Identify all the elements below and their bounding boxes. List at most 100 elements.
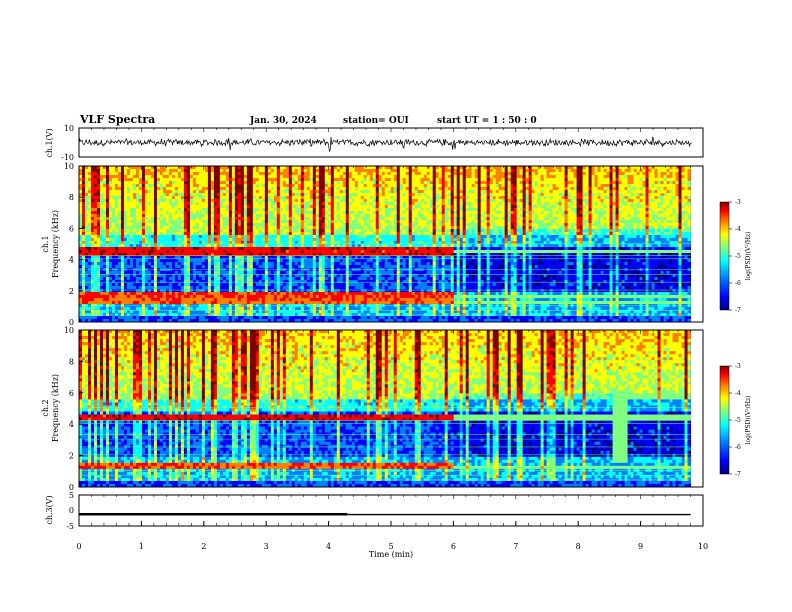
spectrogram-cell (637, 178, 640, 181)
spectrogram-cell (193, 181, 196, 184)
spectrogram-cell (442, 178, 445, 181)
spectrogram-cell (295, 184, 298, 187)
spectrogram-cell (157, 178, 160, 181)
spectrogram-cell (574, 166, 577, 169)
spectrogram-cell (298, 184, 301, 187)
spectrogram-cell (523, 181, 526, 184)
spectrogram-cell (217, 166, 220, 169)
spectrogram-cell (475, 181, 478, 184)
spectrogram-cell (172, 181, 175, 184)
spectrogram-cell (304, 172, 307, 175)
spectrogram-cell (454, 166, 457, 169)
spectrogram-cell (310, 178, 313, 181)
spectrogram-cell (214, 181, 217, 184)
spectrogram-cell (313, 181, 316, 184)
spectrogram-cell (199, 178, 202, 181)
spectrogram-cell (115, 178, 118, 181)
spectrogram-cell (475, 172, 478, 175)
spectrogram-cell (592, 187, 595, 190)
spectrogram-cell (550, 178, 553, 181)
spectrogram-cell (97, 172, 100, 175)
spectrogram-cell (466, 184, 469, 187)
spectrogram-cell (298, 166, 301, 169)
spectrogram-cell (409, 175, 412, 178)
spectrogram-cell (649, 169, 652, 172)
spectrogram-cell (124, 172, 127, 175)
spectrogram-cell (637, 187, 640, 190)
spectrogram-cell (544, 187, 547, 190)
spectrogram-cell (559, 175, 562, 178)
spectrogram-cell (202, 175, 205, 178)
spectrogram-cell (142, 184, 145, 187)
spectrogram-cell (232, 172, 235, 175)
spectrogram-cell (397, 172, 400, 175)
spectrogram-cell (283, 181, 286, 184)
spectrogram-cell (133, 187, 136, 190)
spectrogram-cell (532, 175, 535, 178)
spectrogram-cell (469, 175, 472, 178)
spectrogram-cell (670, 169, 673, 172)
spectrogram-cell (250, 172, 253, 175)
spectrogram-cell (649, 175, 652, 178)
spectrogram-cell (448, 169, 451, 172)
spectrogram-cell (592, 166, 595, 169)
spectrogram-cell (592, 172, 595, 175)
spectrogram-cell (271, 178, 274, 181)
spectrogram-cell (151, 175, 154, 178)
spectrogram-cell (343, 172, 346, 175)
spectrogram-cell (247, 181, 250, 184)
spectrogram-cell (100, 187, 103, 190)
spectrogram-cell (253, 184, 256, 187)
spectrogram-cell (220, 178, 223, 181)
spectrogram-cell (190, 178, 193, 181)
spectrogram-cell (574, 175, 577, 178)
spectrogram-cell (598, 172, 601, 175)
spectrogram-cell (172, 175, 175, 178)
spectrogram-cell (472, 184, 475, 187)
spectrogram-cell (139, 166, 142, 169)
spectrogram-cell (355, 166, 358, 169)
spectrogram-cell (178, 184, 181, 187)
spectrogram-cell (427, 178, 430, 181)
spectrogram-cell (658, 175, 661, 178)
spectrogram-cell (328, 172, 331, 175)
spectrogram-cell (277, 184, 280, 187)
spectrogram-cell (409, 187, 412, 190)
spectrogram-cell (136, 175, 139, 178)
spectrogram-cell (370, 172, 373, 175)
spectrogram-cell (661, 181, 664, 184)
spectrogram-cell (688, 175, 691, 178)
spectrogram-cell (400, 184, 403, 187)
spectrogram-cell (127, 169, 130, 172)
spectrogram-cell (376, 175, 379, 178)
spectrogram-cell (640, 187, 643, 190)
spectrogram-cell (526, 187, 529, 190)
spectrogram-cell (94, 178, 97, 181)
spectrogram-cell (424, 184, 427, 187)
spectrogram-cell (568, 178, 571, 181)
spectrogram-cell (223, 184, 226, 187)
spectrogram-cell (496, 166, 499, 169)
spectrogram-cell (394, 172, 397, 175)
spectrogram-cell (160, 166, 163, 169)
spectrogram-cell (445, 166, 448, 169)
spectrogram-cell (205, 181, 208, 184)
spectrogram-cell (628, 184, 631, 187)
spectrogram-cell (397, 178, 400, 181)
spectrogram-cell (556, 184, 559, 187)
spectrogram-cell (517, 166, 520, 169)
spectrogram-cell (409, 178, 412, 181)
spectrogram-cell (670, 175, 673, 178)
spectrogram-cell (229, 169, 232, 172)
spectrogram-cell (394, 187, 397, 190)
spectrogram-cell (505, 166, 508, 169)
spectrogram-cell (580, 172, 583, 175)
spectrogram-cell (352, 181, 355, 184)
spectrogram-cell (436, 184, 439, 187)
spectrogram-cell (517, 175, 520, 178)
spectrogram-cell (529, 166, 532, 169)
spectrogram-cell (289, 166, 292, 169)
spectrogram-cell (478, 178, 481, 181)
spectrogram-cell (259, 169, 262, 172)
spectrogram-cell (241, 187, 244, 190)
